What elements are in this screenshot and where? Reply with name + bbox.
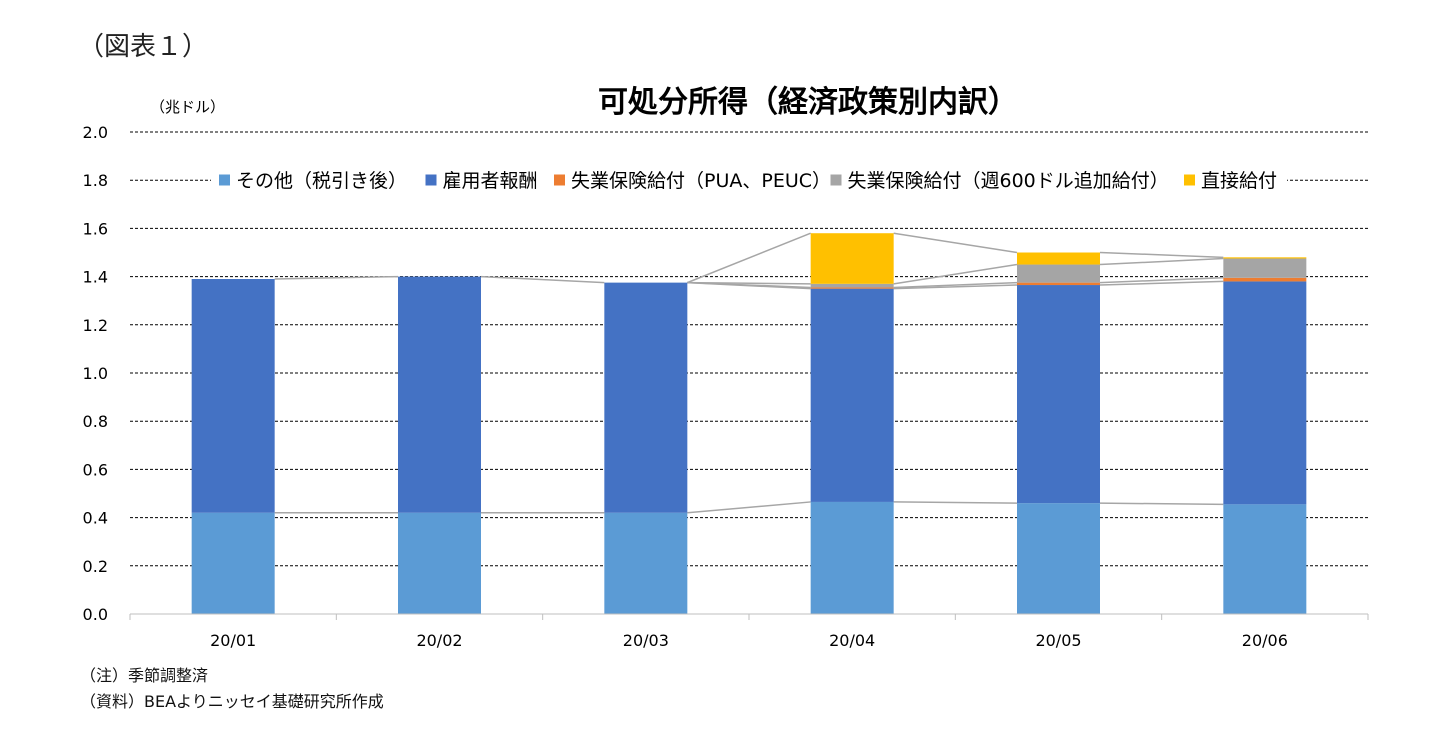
series-connector-line [687, 281, 811, 285]
y-tick-label: 0.8 [83, 412, 108, 431]
bar-segment [810, 501, 894, 614]
y-tick-label: 0.6 [83, 460, 108, 479]
legend-label: 失業保険給付（PUA、PEUC） [571, 170, 831, 192]
legend-label: 失業保険給付（週600ドル追加給付） [848, 170, 1169, 192]
x-tick-label: 20/04 [829, 631, 875, 650]
y-tick-label: 0.0 [83, 605, 108, 624]
bar-segment [604, 282, 688, 513]
bar-segment [1223, 277, 1307, 282]
bar-segment [1223, 281, 1307, 505]
bar-segment [191, 512, 275, 614]
series-connector-line [1099, 277, 1224, 284]
series-connector-line [893, 232, 1018, 254]
bar-segment [1223, 257, 1307, 259]
figure-label: （図表１） [78, 32, 209, 62]
footnote-source: （資料）BEAよりニッセイ基礎研究所作成 [80, 692, 384, 711]
series-connector-line [893, 284, 1018, 290]
series-connector-line [1099, 502, 1224, 506]
series-connector-line [274, 275, 399, 280]
legend-swatch [1184, 174, 1195, 186]
y-tick-label: 0.2 [83, 557, 108, 576]
y-tick-label: 1.8 [83, 171, 108, 190]
footnote-note: （注）季節調整済 [80, 666, 209, 685]
series-connector-line [1099, 257, 1224, 266]
y-tick-label: 1.0 [83, 364, 108, 383]
x-tick-label: 20/06 [1242, 631, 1288, 650]
series-connector-lines [274, 232, 1224, 514]
legend-swatch [219, 174, 230, 186]
legend-background [211, 164, 1287, 194]
series-connector-line [1099, 280, 1224, 286]
legend-label: 直接給付 [1201, 170, 1277, 192]
series-connector-line [480, 275, 605, 284]
y-axis-unit-label: （兆ドル） [150, 98, 225, 116]
y-tick-label: 0.4 [83, 509, 108, 528]
bar-segment [1017, 503, 1100, 614]
x-tick-label: 20/03 [623, 631, 669, 650]
bar-segment [398, 512, 481, 614]
x-tick-label: 20/05 [1035, 631, 1081, 650]
bar-segment [191, 279, 275, 513]
bar-segment [604, 512, 688, 614]
legend-swatch [425, 174, 437, 186]
y-tick-label: 2.0 [83, 123, 108, 142]
series-connector-line [1099, 251, 1224, 259]
series-connector-line [687, 232, 811, 284]
legend: その他（税引き後） 雇用者報酬 失業保険給付（PUA、PEUC） 失業保険給付（週60… [211, 164, 1287, 194]
x-tick-label: 20/02 [416, 631, 462, 650]
bar-segment [1017, 285, 1100, 504]
series-connector-line [893, 281, 1018, 289]
bar-segment [1017, 252, 1100, 265]
legend-label: その他（税引き後） [236, 170, 407, 192]
y-tick-label: 1.2 [83, 316, 108, 335]
series-connector-line [687, 501, 811, 514]
bar-segment [810, 288, 894, 502]
legend-swatch [554, 174, 565, 186]
bar-segment [1223, 504, 1307, 614]
series-connector-line [893, 263, 1018, 285]
gridlines [130, 131, 1368, 567]
y-tick-label: 1.4 [83, 268, 108, 287]
bar-segment [810, 283, 894, 288]
legend-swatch [830, 174, 842, 186]
x-tick-label: 20/01 [210, 631, 256, 650]
bar-segment [810, 233, 894, 284]
y-tick-label: 1.6 [83, 219, 108, 238]
series-connector-line [893, 501, 1018, 504]
bar-segment [810, 287, 894, 289]
axes: 0.0 0.2 0.4 0.6 0.8 1.0 1.2 1.4 1.6 1.8 2.0 20/01 20… [83, 123, 1369, 650]
bars [191, 233, 1307, 614]
bar-segment [1223, 258, 1307, 278]
bar-segment [398, 276, 481, 513]
chart-title: 可処分所得（経済政策別内訳） [598, 85, 1018, 120]
legend-label: 雇用者報酬 [443, 170, 538, 192]
bar-segment [1017, 282, 1100, 286]
bar-segment [1017, 264, 1100, 283]
